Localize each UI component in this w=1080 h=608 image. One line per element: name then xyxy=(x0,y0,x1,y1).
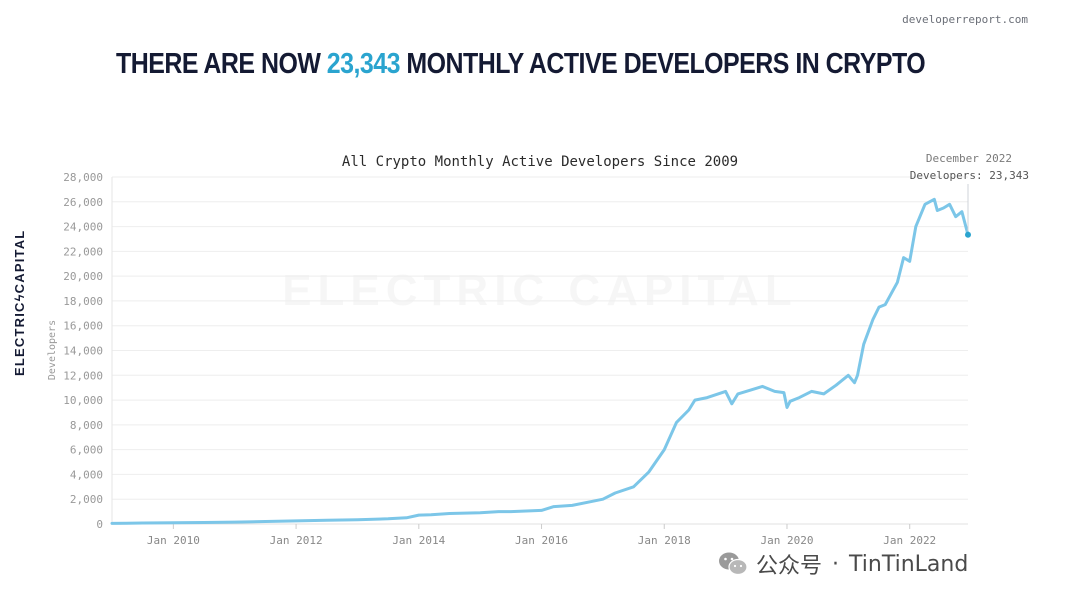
series-line-developers xyxy=(110,197,970,525)
y-axis: 0 2,000 4,000 6,000 8,000 10,000 12,000 14,000 1… xyxy=(63,171,103,531)
tooltip-date: December 2022 xyxy=(926,152,1012,165)
y-tick-label: 6,000 xyxy=(70,444,103,457)
wechat-icon xyxy=(719,552,748,576)
y-tick-label: 8,000 xyxy=(70,419,103,432)
y-tick-label: 26,000 xyxy=(63,196,103,209)
y-tick-label: 28,000 xyxy=(63,171,103,184)
wechat-account: TinTinLand xyxy=(849,551,969,577)
x-tick-label: Jan 2014 xyxy=(392,534,445,547)
y-tick-label: 2,000 xyxy=(70,493,103,506)
y-tick-label: 4,000 xyxy=(70,468,103,481)
y-axis-label: Developers xyxy=(47,320,58,380)
chart-title: All Crypto Monthly Active Developers Sin… xyxy=(342,154,738,170)
site-url[interactable]: developerreport.com xyxy=(902,13,1028,26)
y-tick-label: 14,000 xyxy=(63,345,103,358)
watermark-text: ELECTRIC CAPITAL xyxy=(282,266,798,315)
wechat-watermark: 公众号 · TinTinLand xyxy=(718,548,968,580)
x-tick-label: Jan 2020 xyxy=(760,534,813,547)
y-tick-label: 18,000 xyxy=(63,295,103,308)
data-point-dec-2022[interactable] xyxy=(965,231,971,238)
wechat-separator: · xyxy=(832,551,840,577)
y-tick-label: 20,000 xyxy=(63,270,103,283)
y-tick-label: 0 xyxy=(96,518,103,531)
x-tick-label: Jan 2010 xyxy=(147,534,200,547)
y-tick-label: 10,000 xyxy=(63,394,103,407)
y-tick-label: 12,000 xyxy=(63,369,103,382)
x-tick-label: Jan 2016 xyxy=(515,534,568,547)
headline-number: 23,343 xyxy=(326,48,401,80)
page-title: THERE ARE NOW 23,343 MONTHLY ACTIVE DEVE… xyxy=(116,48,926,81)
headline-prefix: THERE ARE NOW xyxy=(116,48,321,80)
y-tick-label: 22,000 xyxy=(63,245,103,258)
x-axis: Jan 2010 Jan 2012 Jan 2014 Jan 2016 Jan 2018… xyxy=(147,524,936,547)
y-tick-label: 24,000 xyxy=(63,221,103,234)
tooltip-value: Developers: 23,343 xyxy=(910,169,1029,182)
x-tick-label: Jan 2018 xyxy=(638,534,691,547)
y-tick-label: 16,000 xyxy=(63,320,103,333)
grid-lines xyxy=(111,176,968,525)
x-tick-label: Jan 2012 xyxy=(270,534,323,547)
wechat-label: 公众号 xyxy=(756,554,823,579)
headline-suffix: MONTHLY ACTIVE DEVELOPERS IN CRYPTO xyxy=(406,48,926,80)
x-tick-label: Jan 2022 xyxy=(883,534,936,547)
